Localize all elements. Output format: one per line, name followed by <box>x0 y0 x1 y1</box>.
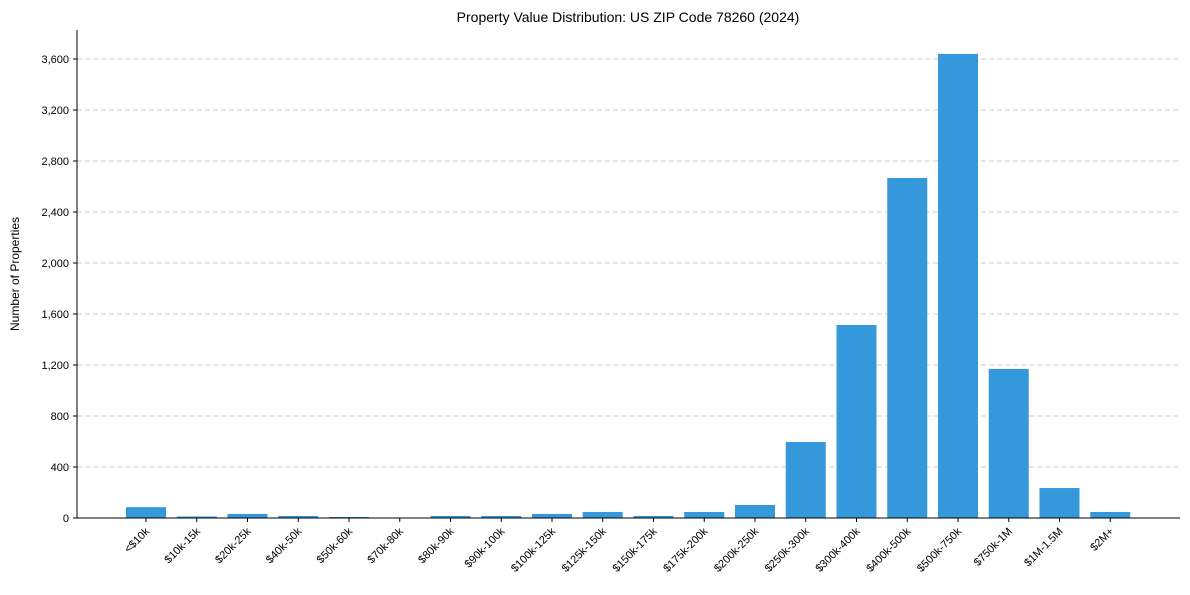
y-tick-label: 2,000 <box>41 258 69 270</box>
x-tick-label: $40k-50k <box>264 525 305 566</box>
bar <box>583 512 623 518</box>
bar <box>887 178 927 518</box>
x-tick-label: $400k-500k <box>864 525 913 574</box>
y-tick-label: 800 <box>51 411 69 423</box>
bar <box>786 442 826 518</box>
bar <box>126 507 166 518</box>
y-tick-label: 2,400 <box>41 207 69 219</box>
bar <box>837 325 877 518</box>
bar <box>735 505 775 518</box>
bar <box>1040 488 1080 518</box>
x-tick-label: $300k-400k <box>813 525 862 574</box>
x-tick-label: $125k-150k <box>560 525 609 574</box>
x-tick-label: $10k-15k <box>162 525 203 566</box>
y-tick-label: 3,600 <box>41 54 69 66</box>
x-tick-label: $150k-175k <box>610 525 659 574</box>
x-tick-label: $20k-25k <box>213 525 254 566</box>
x-tick-label: $250k-300k <box>763 525 812 574</box>
x-tick-label: $750k-1M <box>972 526 1015 569</box>
x-tick-label: $2M+ <box>1088 526 1116 554</box>
y-tick-label: 3,200 <box>41 105 69 117</box>
x-tick-label: $175k-200k <box>661 525 710 574</box>
bar <box>532 514 572 518</box>
y-tick-label: 1,600 <box>41 309 69 321</box>
chart-title: Property Value Distribution: US ZIP Code… <box>457 9 800 25</box>
x-tick-label: $70k-80k <box>365 525 406 566</box>
x-tick-label: $1M-1.5M <box>1022 526 1066 570</box>
y-tick-label: 400 <box>51 462 69 474</box>
bar <box>228 514 268 518</box>
bar <box>1090 512 1130 518</box>
bar <box>938 54 978 518</box>
y-tick-label: 2,800 <box>41 156 69 168</box>
x-tick-label: $500k-750k <box>915 525 964 574</box>
y-tick-label: 1,200 <box>41 360 69 372</box>
x-tick-label: $80k-90k <box>416 525 457 566</box>
bar <box>989 369 1029 518</box>
y-axis-label: Number of Properties <box>8 217 22 331</box>
x-tick-label: $100k-125k <box>509 525 558 574</box>
bar <box>684 512 724 518</box>
x-tick-label: $200k-250k <box>712 525 761 574</box>
x-tick-label: $90k-100k <box>463 525 508 570</box>
y-tick-label: 0 <box>63 513 69 525</box>
x-tick-label: $50k-60k <box>315 525 356 566</box>
x-tick-label: <$10k <box>122 525 152 555</box>
